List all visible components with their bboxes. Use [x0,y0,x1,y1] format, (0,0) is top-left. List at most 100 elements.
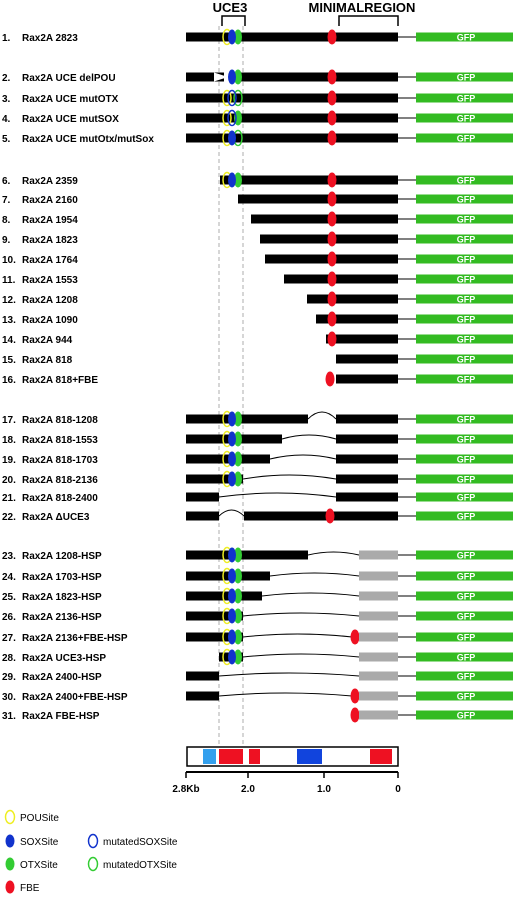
gfp-reporter-bar [416,710,513,720]
fbe-site [327,130,337,146]
construct-name: Rax2A 1208-HSP [22,551,102,562]
gfp-label: GFP [457,134,476,144]
dna-bar [186,113,398,123]
axis-tick-label: 0 [395,784,401,795]
dna-bar [316,314,398,324]
gfp-reporter-bar [416,414,513,424]
fbe-site [350,707,360,723]
legend-pou-label: POUSite [20,813,59,824]
construct-name: Rax2A 818+FBE [22,375,98,386]
gfp-reporter-bar [416,113,513,123]
construct-number: 9. [2,235,11,246]
deletion-line [218,672,360,677]
fbe-site [327,311,337,327]
gfp-label: GFP [457,512,476,522]
construct-number: 22. [2,512,16,523]
legend-pou-icon [4,809,16,825]
deletion-line [242,474,337,480]
deletion-notch [214,72,228,82]
deletion-line [281,434,337,440]
gfp-label: GFP [457,551,476,561]
deletion-line [218,509,245,517]
dna-bar [186,591,262,601]
construct-number: 25. [2,592,16,603]
gfp-reporter-bar [416,434,513,444]
otx-site [234,649,242,665]
construct-name: Rax2A 2400+FBE-HSP [22,692,128,703]
fbe-site [327,331,337,347]
gfp-reporter-bar [416,314,513,324]
construct-number: 29. [2,672,16,683]
sox-site [228,172,236,188]
dna-bar [336,414,398,424]
otx-site [234,629,242,645]
construct-number: 27. [2,633,16,644]
gfp-label: GFP [457,275,476,285]
dna-bar [244,511,398,521]
construct-number: 31. [2,711,16,722]
sox-site [228,69,236,85]
gfp-label: GFP [457,572,476,582]
mutated-sox-site [227,109,237,127]
hsp-promoter-bar [359,571,398,581]
construct-name: Rax2A 1764 [22,255,78,266]
fbe-site [327,211,337,227]
construct-name: Rax2A 818 [22,355,73,366]
dna-bar [336,474,398,484]
deletion-line [242,653,360,658]
gfp-reporter-bar [416,511,513,521]
dna-bar [251,214,398,224]
construct-name: Rax2A 818-2136 [22,475,98,486]
sox-site [228,568,236,584]
gfp-reporter-bar [416,671,513,681]
legend-otx-icon [5,857,15,871]
sox-site [228,588,236,604]
fbe-site [350,629,360,645]
construct-name: Rax2A 818-1703 [22,455,98,466]
construct-number: 4. [2,114,11,125]
construct-number: 1. [2,33,11,44]
gfp-label: GFP [457,455,476,465]
gfp-reporter-bar [416,194,513,204]
deletion-line [218,492,337,498]
otx-site [234,431,242,447]
map-red-block [219,749,243,764]
gfp-label: GFP [457,493,476,503]
sox-site [228,608,236,624]
gfp-reporter-bar [416,591,513,601]
gfp-reporter-bar [416,214,513,224]
construct-name: Rax2A UCE delPOU [22,73,116,84]
construct-name: Rax2A 1553 [22,275,78,286]
dna-bar [186,93,398,103]
fbe-site [327,291,337,307]
gfp-reporter-bar [416,175,513,185]
gfp-reporter-bar [416,691,513,701]
dna-bar [186,632,243,642]
construct-number: 2. [2,73,11,84]
gfp-label: GFP [457,692,476,702]
gfp-reporter-bar [416,454,513,464]
construct-name: Rax2A 818-1553 [22,435,98,446]
fbe-site [327,29,337,45]
gfp-label: GFP [457,633,476,643]
gfp-label: GFP [457,592,476,602]
legend-mutated-sox-label: mutatedSOXSite [103,837,178,848]
gfp-label: GFP [457,195,476,205]
axis-tick-label: 2.0 [241,784,255,795]
gfp-reporter-bar [416,254,513,264]
deletion-line [218,692,353,697]
construct-number: 7. [2,195,11,206]
gfp-reporter-bar [416,133,513,143]
otx-site [234,29,242,45]
construct-number: 8. [2,215,11,226]
gfp-reporter-bar [416,354,513,364]
sox-site [228,629,236,645]
gfp-label: GFP [457,235,476,245]
gfp-label: GFP [457,33,476,43]
otx-site [234,451,242,467]
construct-number: 21. [2,493,16,504]
gfp-reporter-bar [416,550,513,560]
construct-name: Rax2A 2160 [22,195,78,206]
construct-number: 14. [2,335,16,346]
construct-name: Rax2A 2823 [22,33,78,44]
